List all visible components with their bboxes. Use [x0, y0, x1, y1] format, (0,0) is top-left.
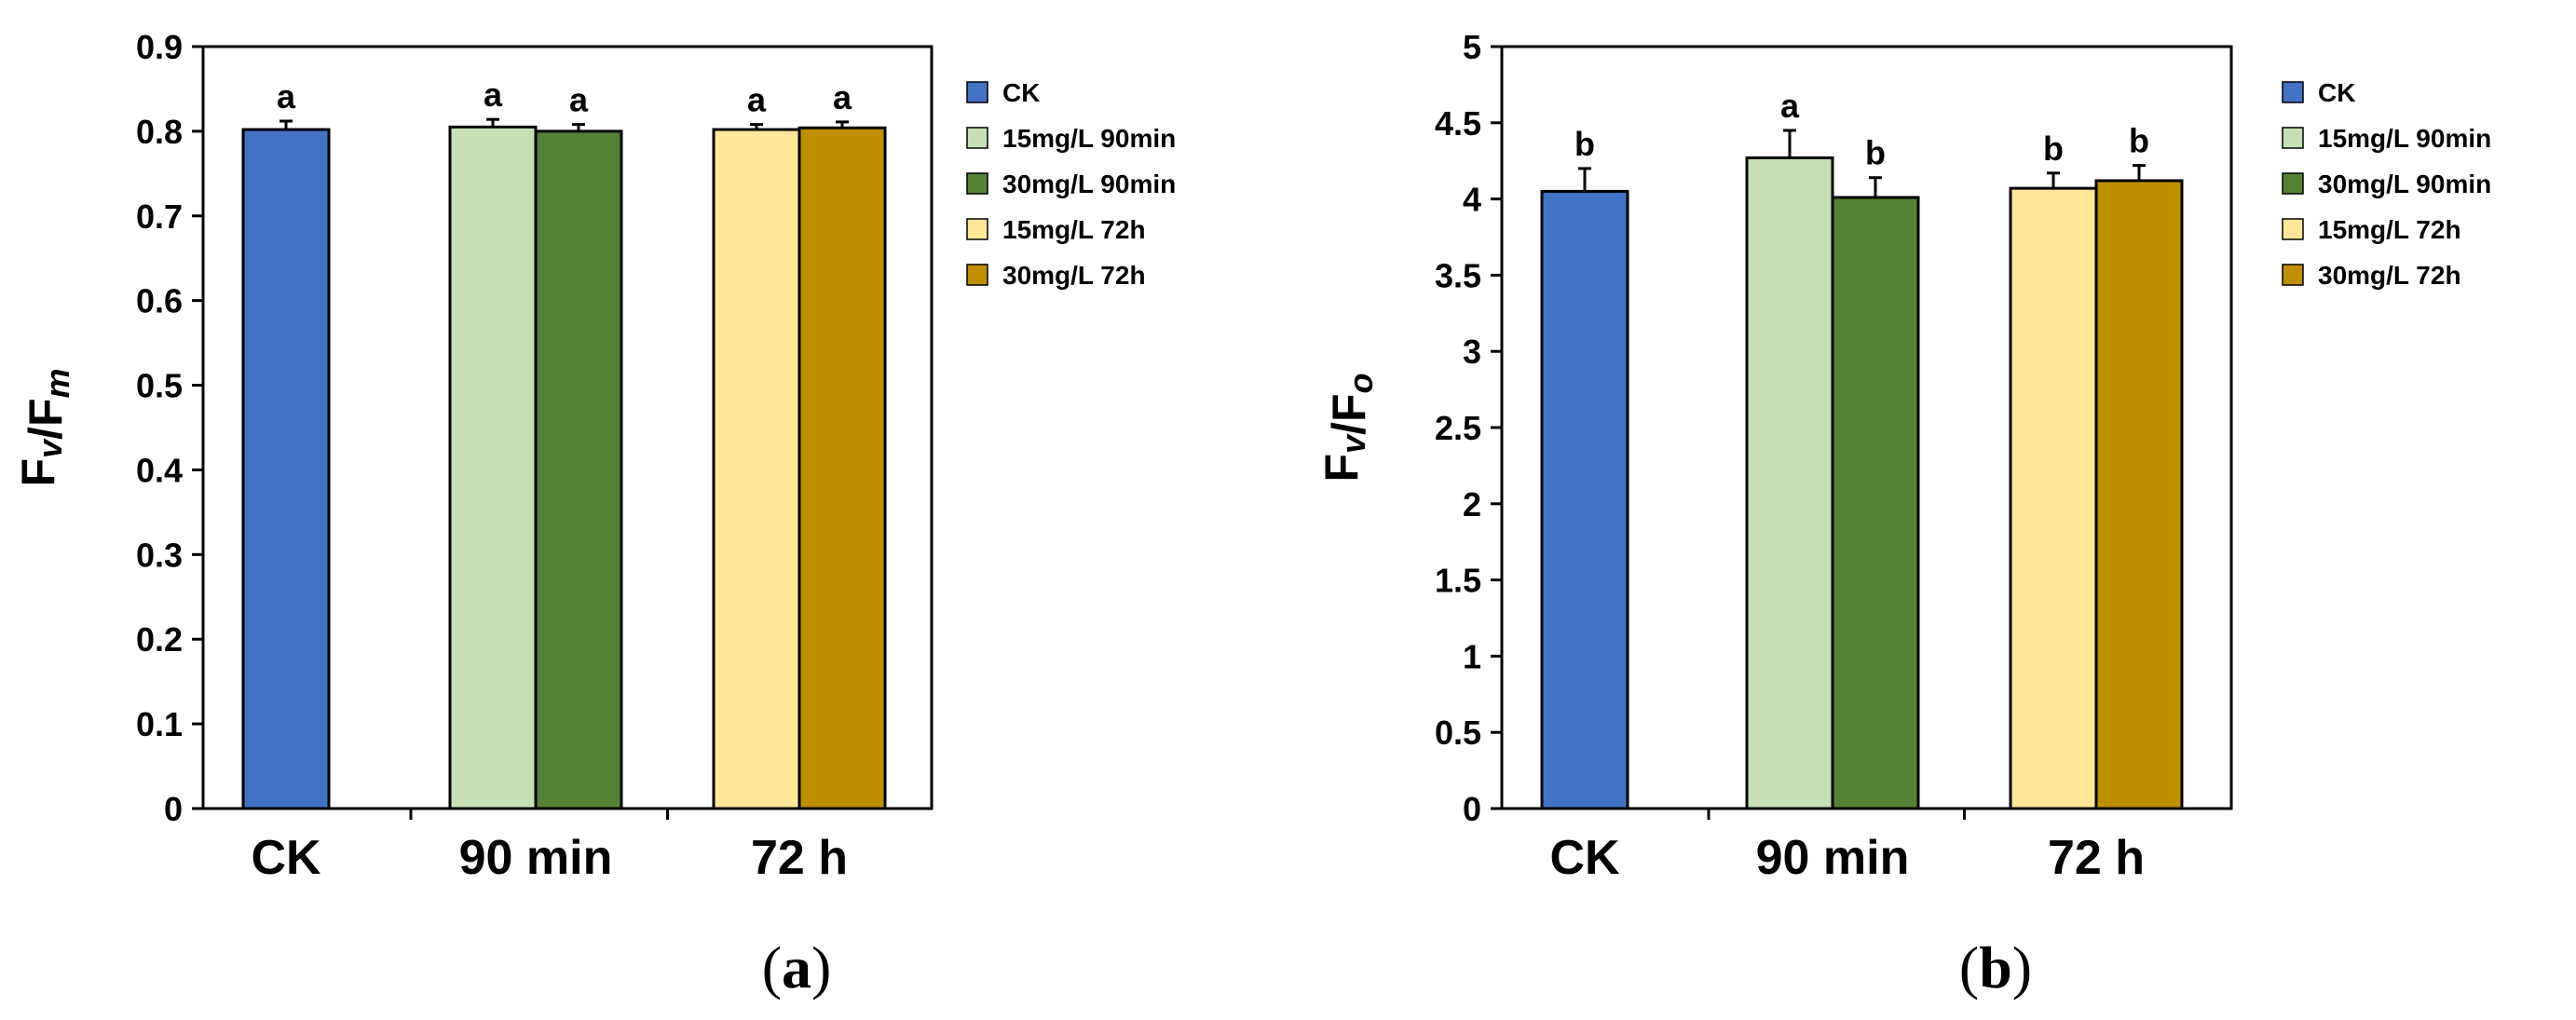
legend-swatch — [966, 172, 988, 195]
y-tick-label: 5 — [1463, 28, 1481, 66]
legend-swatch — [966, 218, 988, 240]
legend-swatch — [2282, 172, 2304, 195]
legend-label: 15mg/L 90min — [2318, 124, 2491, 153]
y-tick-label: 1.5 — [1435, 562, 1481, 600]
significance-letter: a — [484, 75, 503, 114]
y-tick-label: 1 — [1463, 637, 1481, 675]
panel-label: (a) — [762, 934, 832, 1000]
significance-letter: a — [277, 77, 296, 116]
y-tick-label: 0.5 — [136, 367, 183, 405]
legend-swatch — [966, 81, 988, 103]
x-category-label: 72 h — [751, 831, 848, 885]
chart-a: 0 0.1 0.2 0.3 0.4 0.5 0.6 0.7 0.8 0.9 CK 90 min 72 h… — [12, 28, 1176, 1000]
legend-swatch — [966, 127, 988, 149]
y-tick-label: 0.2 — [136, 620, 183, 659]
bar — [797, 126, 887, 810]
y-tick-label: 3.5 — [1435, 256, 1481, 294]
bar — [1540, 189, 1629, 810]
bar — [241, 128, 331, 810]
y-tick-label: 2 — [1463, 485, 1481, 524]
y-tick-label: 4.5 — [1435, 104, 1481, 143]
y-tick-label: 4 — [1463, 181, 1481, 219]
significance-letter: b — [2129, 122, 2149, 160]
bar — [1831, 196, 1920, 810]
legend-label: 30mg/L 72h — [2318, 261, 2461, 290]
bar — [712, 128, 801, 810]
x-category-label: 72 h — [2048, 831, 2145, 885]
x-category-label: CK — [251, 831, 321, 885]
significance-letter: a — [1780, 87, 1800, 125]
significance-letter: a — [747, 81, 767, 119]
legend-label: 30mg/L 90min — [1002, 170, 1176, 198]
y-axis-label: Fv/Fm — [12, 368, 76, 486]
legend-swatch — [2282, 127, 2304, 149]
bar — [534, 129, 623, 810]
legend-label: 30mg/L 90min — [2318, 170, 2491, 198]
legend-swatch — [966, 264, 988, 286]
legend-label: CK — [2318, 78, 2355, 107]
legend-label: 15mg/L 90min — [1002, 124, 1176, 153]
y-tick-label: 0.5 — [1435, 714, 1481, 752]
y-tick-label: 0.7 — [136, 197, 183, 236]
significance-letter: a — [833, 78, 852, 116]
y-tick-label: 0.3 — [136, 536, 183, 574]
y-tick-label: 0.8 — [136, 113, 183, 151]
significance-letter: a — [569, 81, 589, 119]
y-tick-label: 0 — [1463, 790, 1481, 828]
y-tick-label: 0.9 — [136, 28, 183, 66]
legend-label: 15mg/L 72h — [2318, 215, 2461, 244]
bar — [2094, 179, 2184, 810]
y-tick-label: 0.6 — [136, 282, 183, 320]
legend-swatch — [2282, 81, 2304, 103]
legend-label: 15mg/L 72h — [1002, 215, 1146, 244]
legend-swatch — [2282, 218, 2304, 240]
legend-label: 30mg/L 72h — [1002, 261, 1146, 290]
chart-b: 0 0.5 1 1.5 2 2.5 3 3.5 4 4.5 5 CK 90 min 72 h b a b b b Fv… — [1315, 28, 2491, 1000]
bar — [2009, 186, 2098, 810]
x-category-label: CK — [1549, 831, 1620, 885]
legend-label: CK — [1002, 78, 1040, 107]
y-tick-label: 0.4 — [136, 451, 183, 489]
y-tick-label: 3 — [1463, 333, 1481, 371]
x-category-label: 90 min — [1756, 831, 1910, 885]
legend-swatch — [2282, 264, 2304, 286]
panel-label: (b) — [1959, 934, 2032, 1000]
y-axis-label: Fv/Fo — [1315, 373, 1380, 482]
bar — [1745, 156, 1834, 810]
bar — [448, 125, 538, 810]
y-tick-label: 2.5 — [1435, 409, 1481, 447]
y-tick-label: 0.1 — [136, 705, 183, 743]
x-category-label: 90 min — [459, 831, 613, 885]
significance-letter: b — [1574, 125, 1595, 163]
y-tick-label: 0 — [164, 790, 183, 828]
significance-letter: b — [1865, 134, 1886, 172]
significance-letter: b — [2043, 129, 2064, 168]
